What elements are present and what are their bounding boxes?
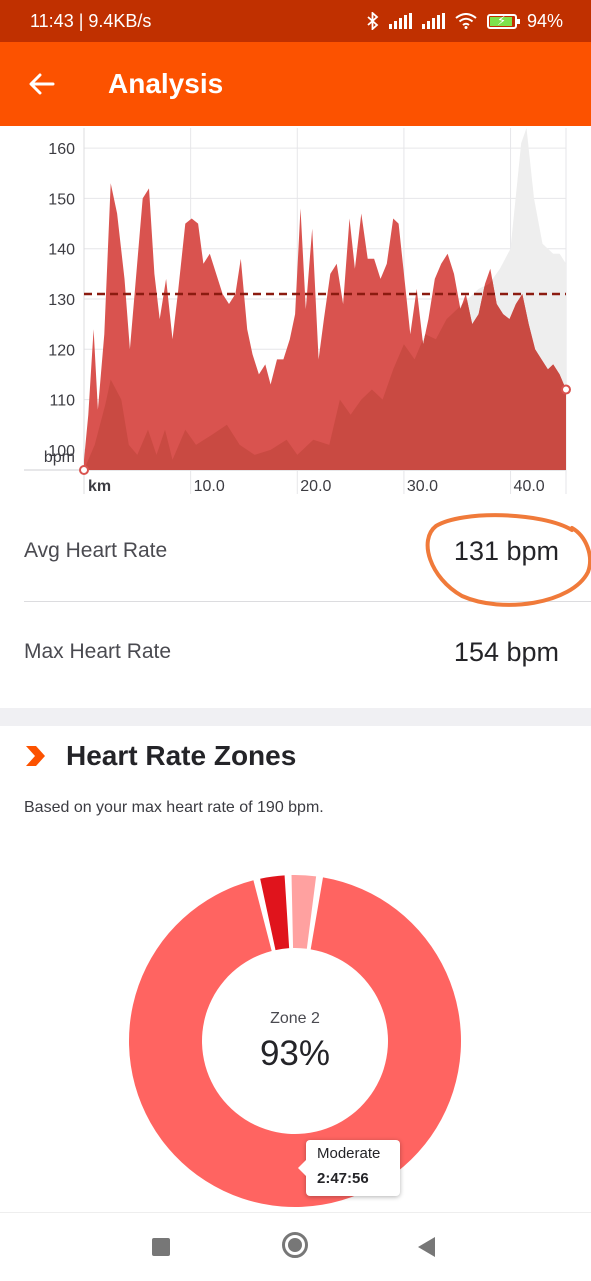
section-separator bbox=[0, 708, 591, 726]
heart-rate-chart: 160 150 140 130 120 110 100 10.0 20.0 30.0 40.0 bpm… bbox=[24, 128, 571, 495]
wifi-icon bbox=[455, 13, 477, 29]
x-tick-label: 20.0 bbox=[300, 478, 331, 495]
zone-slice[interactable] bbox=[260, 875, 290, 951]
chevron-right-icon bbox=[26, 746, 45, 766]
recents-square-icon[interactable] bbox=[152, 1238, 170, 1256]
zone-tooltip: Moderate 2:47:56 bbox=[298, 1140, 400, 1196]
max-heart-rate-value: 154 bpm bbox=[453, 636, 559, 667]
back-button[interactable] bbox=[0, 42, 84, 126]
chart-start-marker bbox=[79, 465, 89, 475]
x-axis-label: km bbox=[88, 478, 111, 495]
max-heart-rate-label: Max Heart Rate bbox=[24, 640, 172, 663]
y-tick-label: 120 bbox=[48, 342, 75, 359]
avg-heart-rate-value: 131 bpm bbox=[453, 535, 559, 566]
zones-subtitle: Based on your max heart rate of 190 bpm. bbox=[24, 799, 324, 816]
bluetooth-icon bbox=[367, 12, 379, 30]
battery-icon: ⚡ bbox=[486, 13, 520, 29]
status-icons: ⚡ 94% bbox=[367, 11, 563, 32]
zone-slice[interactable] bbox=[128, 877, 461, 1207]
avg-heart-rate-row: Avg Heart Rate 131 bpm bbox=[24, 501, 559, 601]
y-tick-label: 140 bbox=[48, 242, 75, 259]
y-tick-label: 150 bbox=[48, 191, 75, 208]
signal-icon bbox=[421, 13, 445, 29]
page-title: Analysis bbox=[108, 68, 224, 99]
x-tick-label: 10.0 bbox=[194, 478, 225, 495]
donut-center: Zone 2 93% bbox=[205, 1010, 385, 1074]
max-heart-rate-row: Max Heart Rate 154 bpm bbox=[24, 602, 559, 702]
avg-heart-rate-label: Avg Heart Rate bbox=[24, 539, 168, 562]
back-triangle-icon[interactable] bbox=[418, 1237, 435, 1257]
tooltip-zone-name: Moderate bbox=[317, 1145, 381, 1162]
status-time: 11:43 | 9.4KB/s bbox=[30, 10, 152, 31]
zone-slice[interactable] bbox=[291, 875, 317, 949]
zone-label: Zone 2 bbox=[270, 1010, 320, 1027]
chart-end-marker bbox=[561, 384, 571, 395]
x-tick-label: 30.0 bbox=[407, 478, 438, 495]
zone-percent: 93% bbox=[259, 1034, 331, 1073]
y-tick-label: 130 bbox=[48, 292, 75, 309]
zones-title: Heart Rate Zones bbox=[66, 740, 297, 771]
y-tick-label: 110 bbox=[49, 393, 75, 410]
home-circle-icon[interactable] bbox=[282, 1232, 308, 1258]
x-tick-label: 40.0 bbox=[514, 478, 545, 495]
signal-icon bbox=[388, 13, 412, 29]
arrow-left-icon bbox=[29, 73, 55, 95]
divider bbox=[24, 601, 591, 602]
app-bar: Analysis bbox=[0, 42, 591, 126]
tooltip-zone-time: 2:47:56 bbox=[317, 1170, 369, 1187]
y-tick-label: 160 bbox=[48, 141, 75, 158]
y-tick-label: 100 bbox=[48, 443, 75, 460]
zones-header: Heart Rate Zones bbox=[24, 740, 296, 772]
status-bar: 11:43 | 9.4KB/s ⚡ 94% bbox=[0, 0, 591, 42]
battery-percent: 94% bbox=[526, 10, 563, 31]
heart-rate-zones-donut[interactable] bbox=[125, 871, 465, 1211]
navigation-bar bbox=[0, 1212, 591, 1281]
y-axis-label: bpm bbox=[44, 449, 75, 466]
elevation-area bbox=[84, 183, 566, 470]
